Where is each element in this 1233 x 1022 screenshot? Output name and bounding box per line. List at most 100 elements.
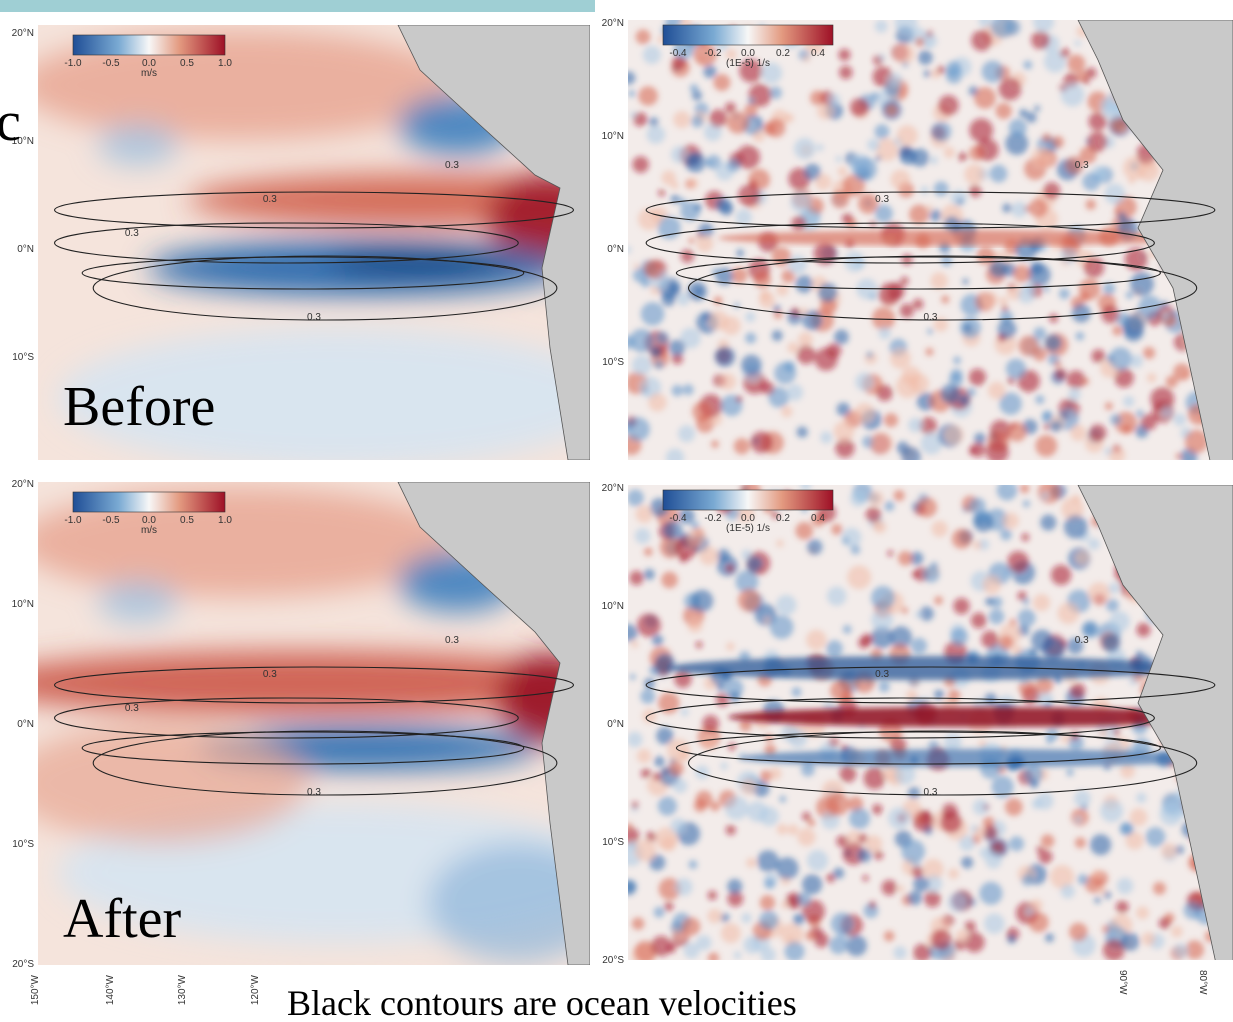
vorticity-spot	[1051, 135, 1064, 149]
vorticity-spot	[968, 497, 986, 515]
vorticity-spot	[909, 204, 929, 225]
vorticity-spot	[1066, 637, 1084, 655]
vorticity-spot	[1066, 370, 1086, 390]
vorticity-spot	[750, 431, 773, 454]
vorticity-spot	[938, 95, 959, 116]
vorticity-spot	[748, 168, 771, 191]
vorticity-spot	[640, 688, 656, 704]
vorticity-spot	[648, 393, 667, 412]
vorticity-spot	[1017, 286, 1035, 304]
vorticity-spot	[970, 612, 987, 629]
contour	[645, 697, 1155, 739]
vorticity-spot	[724, 102, 736, 114]
vorticity-spot	[971, 30, 993, 51]
vorticity-spot	[899, 147, 917, 165]
latitude-label: 10°S	[602, 837, 624, 848]
vorticity-spot	[784, 941, 805, 960]
vorticity-spot	[661, 836, 677, 852]
vorticity-spot	[1129, 808, 1148, 827]
vorticity-spot	[831, 190, 850, 209]
vorticity-spot	[1073, 790, 1091, 807]
latitude-label: 20°N	[602, 483, 624, 494]
vorticity-spot	[695, 765, 710, 780]
land	[397, 25, 590, 460]
vorticity-spot	[990, 20, 1015, 38]
vorticity-spot	[1069, 682, 1086, 699]
vorticity-spot	[744, 103, 758, 117]
vorticity-spot	[848, 807, 871, 830]
vorticity-spot	[894, 763, 916, 785]
vorticity-spot	[953, 939, 965, 951]
anomaly	[38, 487, 458, 597]
vorticity-spot	[854, 402, 875, 423]
vorticity-spot	[673, 110, 691, 129]
vorticity-spot	[911, 570, 919, 578]
vorticity-spot	[912, 298, 924, 310]
vorticity-spot	[814, 347, 838, 371]
vorticity-spot	[1061, 497, 1084, 521]
longitude-label: 80°W	[1197, 970, 1208, 995]
vorticity-spot	[635, 505, 654, 523]
vorticity-spot	[1146, 373, 1157, 383]
anomaly	[328, 248, 508, 276]
vorticity-spot	[983, 825, 998, 840]
vorticity-spot	[769, 86, 782, 100]
vorticity-spot	[836, 835, 849, 848]
vorticity-spot	[739, 59, 763, 83]
vorticity-spot	[845, 935, 868, 957]
vorticity-spot	[817, 102, 834, 120]
vorticity-spot	[705, 159, 713, 166]
vorticity-spot	[1074, 40, 1081, 47]
vorticity-spot	[1043, 182, 1061, 200]
contour-label: 0.3	[1075, 635, 1089, 646]
vorticity-spot	[733, 438, 750, 455]
vorticity-spot	[1079, 146, 1097, 164]
vorticity-spot	[1074, 815, 1083, 824]
vorticity-spot	[933, 181, 949, 197]
vorticity-spot	[1141, 932, 1156, 946]
vorticity-spot	[759, 895, 776, 911]
colorbar-tick: -0.5	[102, 58, 120, 69]
vorticity-spot	[787, 342, 799, 354]
vorticity-spot	[985, 851, 1002, 869]
vorticity-spot	[661, 571, 678, 589]
vorticity-spot	[943, 733, 962, 752]
vorticity-spot	[658, 877, 681, 901]
vorticity-spot	[658, 189, 666, 197]
vorticity-spot	[671, 384, 683, 397]
vorticity-spot	[884, 500, 895, 512]
vorticity-spot	[969, 118, 994, 143]
vorticity-spot	[831, 523, 843, 536]
longitude-label: 120°W	[250, 974, 261, 1005]
vorticity-spot	[720, 913, 730, 923]
vorticity-spot	[873, 520, 887, 534]
map-field	[628, 485, 1233, 960]
colorbar-tick: -0.5	[102, 515, 120, 526]
vorticity-spot	[925, 347, 934, 356]
vorticity-spot	[913, 943, 932, 960]
land	[397, 482, 590, 965]
vorticity-spot	[1065, 156, 1084, 175]
vorticity-spot	[795, 275, 814, 294]
vorticity-spot	[950, 368, 963, 381]
vorticity-spot	[847, 565, 872, 590]
vorticity-spot	[1028, 198, 1048, 218]
vorticity-spot	[1113, 209, 1121, 216]
vorticity-spot	[695, 641, 703, 649]
vorticity-spot	[796, 345, 816, 365]
vorticity-spot	[1161, 843, 1178, 859]
colorbar-unit: m/s	[141, 525, 157, 536]
vorticity-spot	[663, 520, 683, 540]
vorticity-spot	[855, 372, 874, 391]
vorticity-spot	[790, 191, 812, 213]
vorticity-spot	[636, 748, 652, 764]
band	[738, 749, 1218, 767]
vorticity-spot	[633, 263, 640, 270]
vorticity-spot	[1040, 491, 1050, 501]
vorticity-spot	[995, 102, 1012, 120]
vorticity-spot	[1043, 423, 1051, 430]
vorticity-spot	[753, 270, 772, 289]
vorticity-spot	[1044, 334, 1062, 352]
vorticity-spot	[931, 929, 952, 950]
